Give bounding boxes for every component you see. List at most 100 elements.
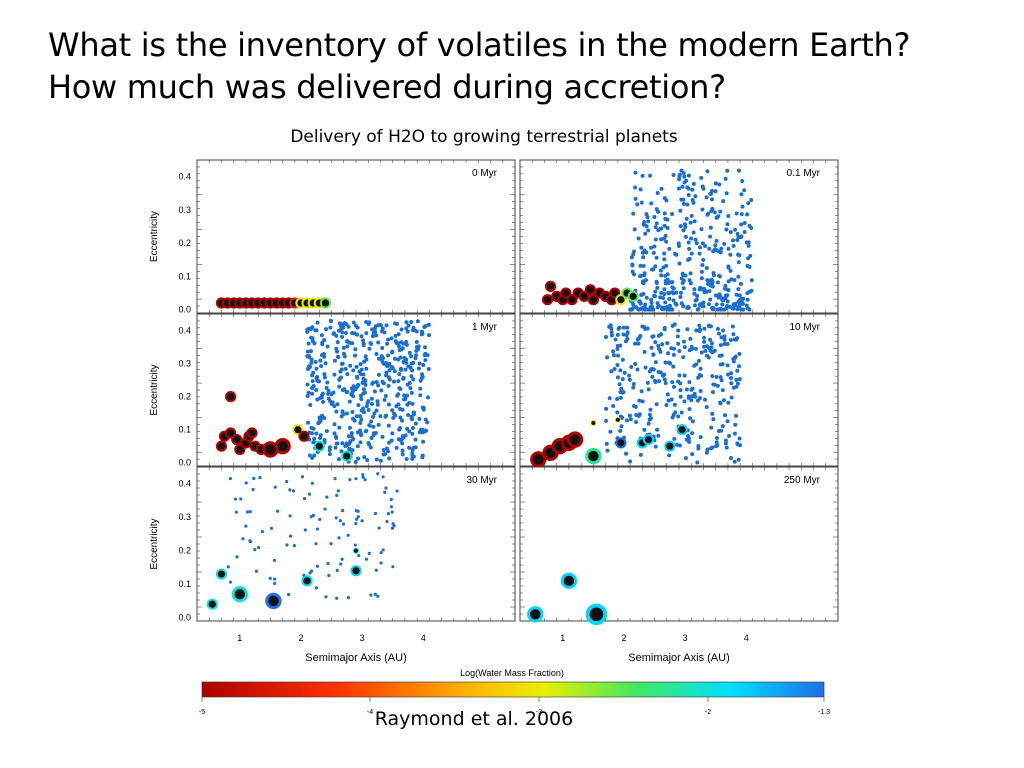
planetesimal-point	[337, 425, 342, 430]
planetesimal-point	[397, 348, 402, 353]
planetesimal-point	[653, 340, 658, 345]
planetesimal-point	[354, 332, 359, 337]
planetesimal-point	[646, 219, 651, 224]
planetesimal-point	[739, 192, 744, 197]
embryo-core	[530, 609, 541, 620]
planetesimal-point	[356, 515, 360, 519]
embryo-core	[588, 450, 599, 462]
planetesimal-point	[713, 243, 718, 248]
x-tick-label: 2	[621, 633, 626, 643]
planetesimal-point	[405, 393, 410, 398]
planetesimal-point	[405, 402, 410, 407]
planetesimal-point	[643, 365, 648, 370]
planetesimal-point	[339, 562, 343, 566]
planetesimal-point	[325, 380, 330, 385]
planetesimal-point	[369, 593, 373, 597]
planetesimal-point	[337, 321, 342, 326]
y-axis-label: Eccentricity	[149, 211, 160, 262]
planetesimal-point	[353, 347, 358, 352]
planetesimal-point	[745, 212, 750, 217]
planetesimal-point	[679, 276, 684, 281]
planetesimal-point	[385, 341, 390, 346]
planetesimal-point	[729, 376, 734, 381]
colorbar-tick-label: -1.3	[818, 709, 830, 716]
planetesimal-point	[661, 307, 666, 312]
planetesimal-point	[724, 227, 729, 232]
planetesimal-point	[710, 411, 715, 416]
planetesimal-point	[374, 568, 378, 572]
planetesimal-point	[324, 429, 329, 434]
planetesimal-point	[692, 363, 697, 368]
planetesimal-point	[681, 197, 686, 202]
planetesimal-point	[685, 327, 690, 332]
planetesimal-point	[604, 418, 609, 423]
y-tick-label: 0.0	[178, 305, 191, 315]
colorbar-tick-label: -2	[705, 709, 711, 716]
planetesimal-point	[386, 337, 391, 342]
planetesimal-point	[700, 207, 705, 212]
planetesimal-point	[723, 296, 728, 301]
planetesimal-point	[625, 330, 630, 335]
colorbar-tick-label: -5	[199, 709, 205, 716]
planetesimal-point	[367, 423, 372, 428]
planetesimal-point	[291, 489, 296, 493]
planetesimal-point	[615, 397, 620, 402]
planetesimal-point	[695, 307, 700, 312]
planetesimal-point	[728, 230, 733, 235]
planetesimal-point	[688, 271, 693, 276]
y-tick-label: 0.3	[178, 205, 191, 215]
planetesimal-point	[420, 455, 425, 460]
planetesimal-point	[663, 381, 668, 386]
planetesimal-point	[663, 233, 668, 238]
embryo-core	[217, 570, 226, 578]
planetesimal-point	[392, 411, 397, 416]
planetesimal-point	[672, 402, 677, 407]
planetesimal-point	[355, 374, 360, 379]
planetesimal-point	[721, 398, 726, 403]
planetesimal-point	[617, 325, 622, 330]
planetesimal-point	[361, 341, 366, 346]
planetesimal-point	[662, 251, 667, 256]
planetesimal-point	[374, 380, 379, 385]
planetesimal-point	[397, 427, 402, 432]
planetesimal-point	[364, 557, 369, 561]
embryo-core	[294, 426, 302, 434]
y-tick-label: 0.2	[178, 546, 191, 556]
planetesimal-point	[678, 294, 683, 299]
planetesimal-point	[376, 472, 380, 476]
planetesimal-point	[749, 198, 754, 203]
planetesimal-point	[724, 445, 729, 450]
planetesimal-point	[399, 327, 404, 332]
planetesimal-point	[386, 402, 391, 407]
panel-250-myr: 250 Myr	[519, 466, 839, 626]
planetesimal-point	[667, 296, 672, 301]
planetesimal-point	[649, 304, 654, 309]
y-tick-label: 0.2	[178, 238, 191, 248]
embryo-core	[227, 393, 235, 401]
planetesimal-point	[325, 495, 329, 499]
planetesimal-point	[308, 403, 313, 408]
planetesimal-point	[228, 477, 232, 481]
planetesimal-point	[400, 452, 405, 457]
planetesimal-point	[723, 176, 728, 181]
planetesimal-point	[380, 434, 385, 439]
planetesimal-point	[725, 287, 730, 292]
planetesimal-point	[604, 441, 609, 446]
planetesimal-point	[641, 255, 646, 260]
planetesimal-point	[708, 225, 713, 230]
planetesimal-point	[394, 404, 399, 409]
planetesimal-point	[655, 285, 660, 290]
planetesimal-point	[662, 292, 667, 297]
planetesimal-point	[323, 361, 328, 366]
planetesimal-point	[726, 246, 731, 251]
planetesimal-point	[366, 321, 371, 326]
planetesimal-point	[735, 368, 740, 373]
planetesimal-point	[269, 526, 274, 530]
planetesimal-point	[747, 223, 752, 228]
y-tick-label: 0.4	[178, 326, 191, 336]
planetesimal-point	[678, 208, 683, 213]
planetesimal-point	[690, 431, 695, 436]
planetesimal-point	[354, 522, 358, 526]
planetesimal-point	[309, 431, 314, 436]
planetesimal-point	[416, 366, 421, 371]
